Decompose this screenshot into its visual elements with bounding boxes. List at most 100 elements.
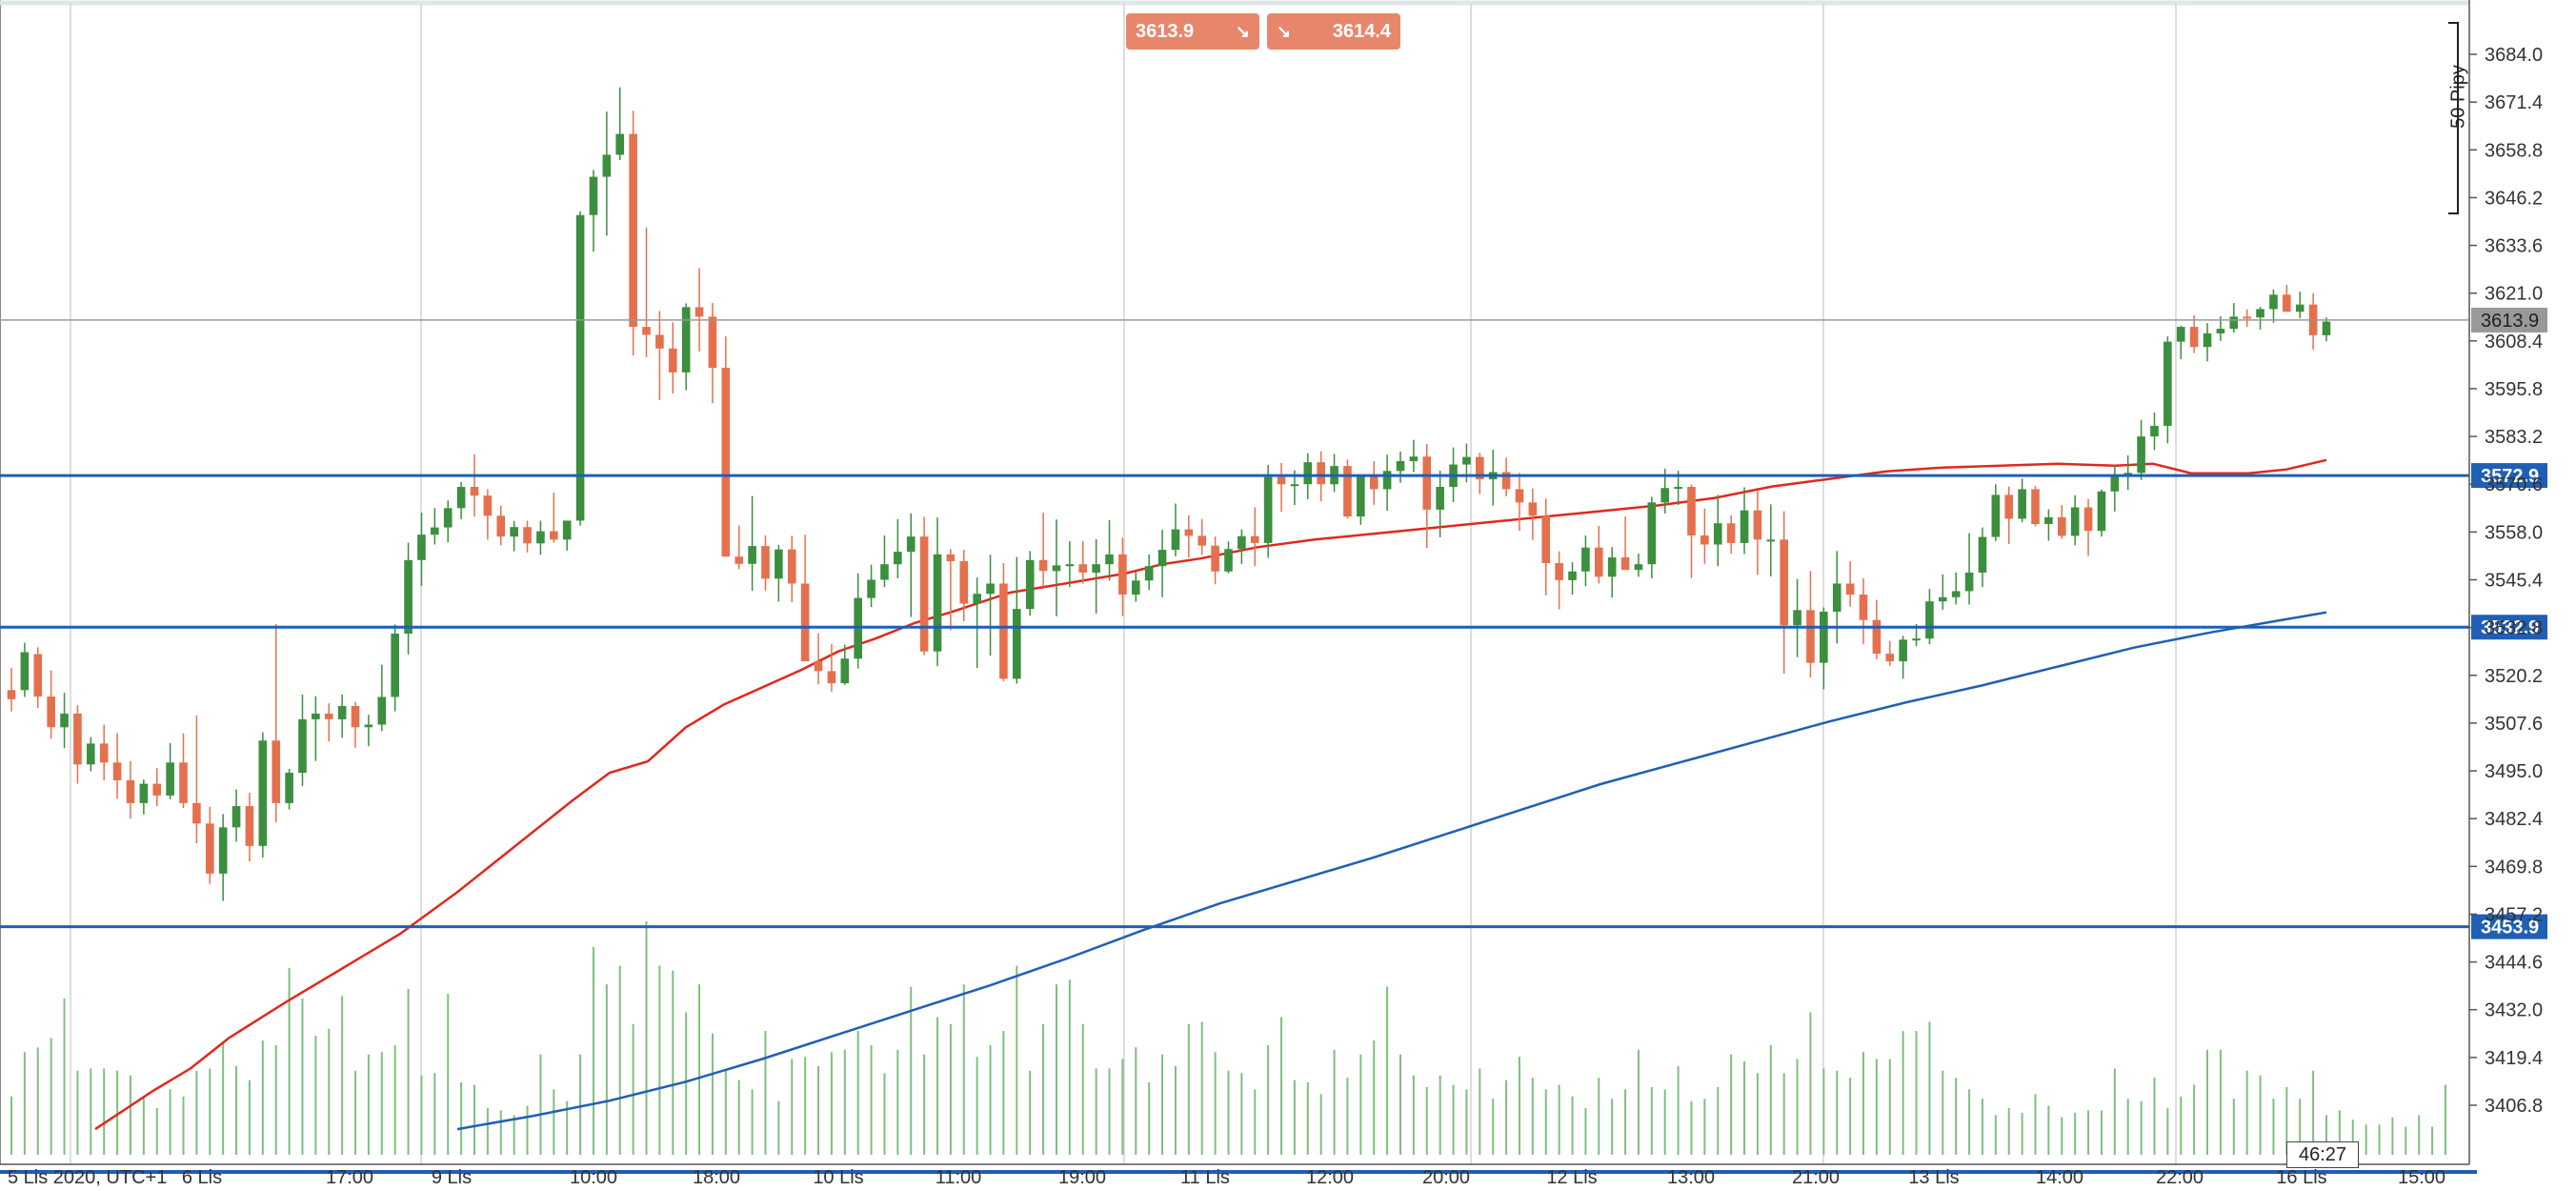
candle-body [1753, 510, 1762, 540]
time-tick-label: 17:00 [326, 1167, 373, 1188]
time-tick-label: 13:00 [1667, 1167, 1715, 1188]
time-tick-label: 10:00 [570, 1167, 617, 1188]
candle-body [562, 520, 572, 540]
price-axis[interactable]: 3684.0 3671.4 3658.8 3646.2 3633.6 3621.0 3608… [2468, 0, 2543, 1164]
candle-body [510, 527, 518, 537]
candle-body [748, 546, 756, 564]
candle-body [337, 706, 347, 719]
price-tick-label: 3520.2 [2485, 666, 2543, 687]
candle-body [7, 690, 16, 699]
candle-body [668, 348, 677, 373]
candle-body [1144, 566, 1154, 581]
candle-body [1607, 557, 1617, 577]
sell-quote-button[interactable]: 3613.9 ↘ [1126, 13, 1259, 50]
arrow-down-right-icon: ↘ [1235, 21, 1250, 41]
time-tick-label: 18:00 [693, 1167, 740, 1188]
candle-body [2322, 321, 2331, 335]
arrow-down-right-icon: ↘ [1277, 21, 1292, 41]
last-price-badge [2471, 307, 2547, 333]
candle-body [536, 531, 545, 544]
candle-body [1660, 488, 1670, 503]
candle-body [1820, 611, 1828, 663]
candle-body [894, 552, 902, 565]
candle-body [1052, 565, 1061, 572]
level-badge-label: 3532.9 [2481, 617, 2539, 638]
candle-body [152, 783, 162, 796]
price-tick-label: 3532.8 [2485, 618, 2543, 639]
candle-body [1925, 601, 1934, 639]
candle-body [483, 495, 493, 516]
candle-body [2295, 304, 2304, 313]
candle-body [60, 713, 69, 728]
candle-body [2083, 507, 2093, 532]
time-tick-label: 5 Lis 2020, UTC+1 [8, 1167, 167, 1188]
candle-body [1568, 571, 1577, 580]
candle-body [417, 535, 426, 560]
horizontal-levels[interactable]: 3572.9 3532.9 3453.9 [0, 463, 2547, 939]
candle-body [1620, 557, 1630, 571]
buy-quote-button[interactable]: ↘ 3614.4 [1267, 13, 1400, 50]
candle-body [1013, 609, 1021, 679]
candle-body [642, 327, 651, 335]
candle-body [1092, 564, 1100, 573]
price-tick-label: 3419.4 [2485, 1048, 2543, 1069]
candle-body [919, 536, 929, 652]
candle-body [456, 487, 466, 509]
candle-body [1647, 502, 1657, 565]
candle-body [377, 696, 387, 725]
candle-body [2176, 327, 2185, 342]
price-tick-label: 3684.0 [2485, 45, 2543, 66]
time-axis[interactable]: 5 Lis 2020, UTC+1 6 Lis 17:00 9 Lis 10:00 18:… [0, 1163, 2477, 1188]
candle-body [721, 368, 731, 557]
candle-body [1780, 539, 1788, 626]
candle-body [1581, 547, 1590, 572]
candle-body [775, 549, 783, 579]
candle-body [1197, 535, 1207, 546]
candle-body [391, 634, 399, 697]
price-tick-label: 3495.0 [2485, 761, 2543, 782]
candle-body [840, 658, 850, 684]
candle-body [615, 133, 625, 155]
candle-body [192, 802, 201, 824]
candle-body [827, 671, 836, 684]
candle-body [681, 307, 691, 373]
time-tick-label: 14:00 [2036, 1167, 2083, 1188]
candle-body [694, 307, 704, 317]
candle-body [1806, 610, 1815, 663]
candle-body [285, 773, 293, 803]
candle-body [1025, 559, 1035, 610]
candle-body [1713, 523, 1722, 545]
candle-body [1422, 456, 1432, 510]
price-tick-label: 3432.0 [2485, 1000, 2543, 1021]
candle-body [814, 661, 823, 672]
candle-body [351, 706, 360, 728]
candle-body [2004, 495, 2014, 519]
candle-body [2110, 474, 2120, 492]
candle-body [1157, 550, 1167, 567]
candle-body [1859, 595, 1868, 620]
candle-body [73, 713, 82, 765]
chart-grid [0, 0, 2469, 1164]
candle-body [2150, 425, 2159, 437]
candle-body [1978, 536, 1987, 573]
candle-body [1065, 564, 1075, 567]
candle-body [1939, 596, 1947, 602]
moving-average-red [94, 458, 2327, 1131]
candle-body [272, 740, 281, 803]
candle-body [880, 564, 889, 580]
price-tick-label: 3469.8 [2485, 857, 2543, 878]
candle-body [2137, 436, 2145, 474]
candle-body [20, 652, 30, 691]
candle-body [575, 214, 585, 521]
candle-body [1528, 502, 1538, 516]
candle-body [1038, 559, 1048, 572]
candle-body [1845, 583, 1855, 596]
price-tick-label: 3482.4 [2485, 809, 2543, 830]
candle-body [1224, 549, 1233, 572]
candle-body [1382, 471, 1392, 490]
candle-body [2256, 309, 2264, 318]
candle-body [1912, 638, 1921, 641]
candle-body [1991, 495, 2001, 537]
candle-body [1951, 591, 1961, 597]
